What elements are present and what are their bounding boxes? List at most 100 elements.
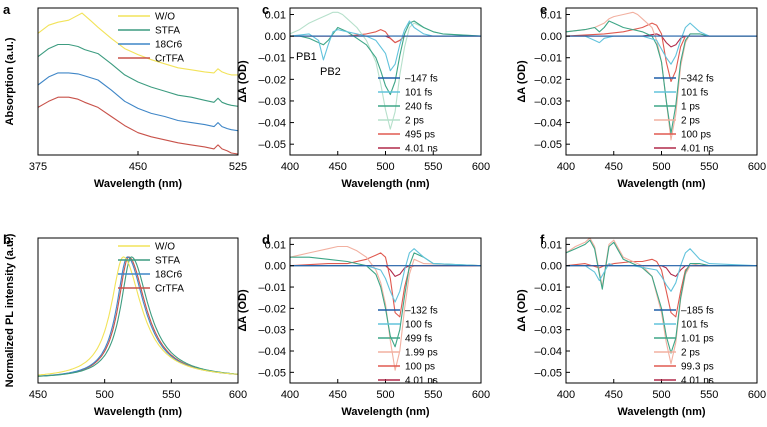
y-tick-label: –0.03 (258, 96, 286, 108)
x-tick-label: 450 (329, 161, 347, 173)
y-tick-label: –0.04 (258, 346, 286, 358)
legend-entry: –185 fs (681, 306, 714, 317)
legend-entry: 100 ps (681, 130, 711, 141)
y-tick-label: –0.01 (258, 53, 286, 65)
x-tick-label: 400 (557, 161, 575, 173)
series-line-d-3 (290, 245, 481, 371)
panel-label: b (3, 232, 11, 247)
series-line-e-3 (566, 11, 757, 141)
legend-entry: –342 fs (681, 74, 714, 85)
y-tick-label: –0.03 (534, 325, 562, 337)
y-tick-label: –0.04 (534, 118, 562, 130)
series-group (290, 245, 481, 371)
x-tick-label: 500 (376, 161, 394, 173)
x-tick-label: 600 (472, 161, 490, 173)
legend: –132 fs 100 fs 499 fs 1.99 ps 100 ps 4.01 ns (378, 306, 438, 387)
y-tick-label: –0.01 (534, 282, 562, 294)
series-group (566, 238, 757, 365)
legend-entry: W/O (155, 12, 175, 23)
legend-entry: 1.01 ps (681, 334, 714, 345)
y-tick-label: –0.03 (534, 96, 562, 108)
y-tick-label: –0.02 (534, 303, 562, 315)
y-tick-label: –0.05 (258, 367, 286, 379)
plot-frame (565, 7, 758, 156)
legend-entry: 99.3 ps (681, 362, 714, 373)
panel-f: 400 450 500 550 600 0.01 0.00 –0.01 –0.02 –0.03 –0… (516, 232, 766, 418)
y-tick-label: 0.01 (265, 239, 286, 251)
y-tick-label: –0.02 (258, 303, 286, 315)
y-tick-label: 0.00 (541, 261, 562, 273)
legend-entry: 100 ps (405, 362, 435, 373)
legend-entry: 4.01 ns (405, 144, 438, 155)
x-tick-label: 450 (129, 161, 147, 173)
series-line-c-1 (290, 20, 481, 72)
y-tick-label: –0.01 (534, 53, 562, 65)
x-tick-label: 500 (376, 389, 394, 401)
legend-entry: STFA (155, 256, 180, 267)
x-axis-label: Wavelength (nm) (617, 178, 706, 190)
legend-entry: 2 ps (405, 116, 424, 127)
x-axis-label: Wavelength (nm) (617, 406, 706, 418)
legend-entry: 4.01 ns (405, 376, 438, 387)
legend-entry: 1.99 ps (405, 348, 438, 359)
legend: –147 fs 101 fs 240 fs 2 ps 495 ps 4.01 ns (378, 74, 438, 155)
y-axis-label: ΔA (OD) (516, 60, 528, 103)
y-tick-label: 0.01 (541, 9, 562, 21)
y-tick-label: –0.04 (258, 118, 286, 130)
x-tick-label: 500 (652, 161, 670, 173)
y-tick-label: 0.00 (541, 31, 562, 43)
panel-label: c (262, 2, 269, 17)
x-tick-label: 525 (229, 161, 247, 173)
series-line-f-1 (566, 248, 757, 292)
legend-entry: CrTFA (155, 284, 184, 295)
y-tick-label: –0.05 (534, 367, 562, 379)
panel-d: 400 450 500 550 600 0.01 0.00 –0.01 –0.02 –0.03 –0… (237, 232, 490, 418)
legend: W/O STFA 18Cr6 CrTFA (118, 242, 184, 295)
panel-c: 400 450 500 550 600 0.01 0.00 –0.01 –0.02 –0.03 –0… (237, 2, 490, 190)
x-tick-label: 450 (605, 389, 623, 401)
series-line-e-4 (566, 22, 757, 83)
series-line-f-2 (566, 239, 757, 354)
x-tick-label: 600 (229, 389, 247, 401)
panel-a: 375 450 525 Wavelength (nm) Absorption (a.u.… (3, 2, 247, 190)
legend-entry: 4.01 ns (681, 376, 714, 387)
y-tick-label: –0.02 (534, 74, 562, 86)
panel-label: f (540, 232, 545, 247)
series-line-f-3 (566, 238, 757, 365)
panel-label: a (3, 2, 11, 17)
x-axis-label: Wavelength (nm) (94, 178, 183, 190)
series-line-b-0 (38, 256, 238, 376)
legend: –342 fs 101 fs 1 ps 2 ps 100 ps 4.01 ns (654, 74, 714, 155)
x-tick-label: 600 (748, 389, 766, 401)
legend: –185 fs 101 fs 1.01 ps 2 ps 99.3 ps 4.01 ns (654, 306, 714, 387)
plot-frame (289, 7, 482, 156)
y-axis-label: Normalized PL intensity (a.u.) (4, 233, 16, 387)
legend-entry: 101 fs (681, 88, 708, 99)
legend-entry: 240 fs (405, 102, 432, 113)
y-tick-label: 0.01 (265, 9, 286, 21)
x-axis-label: Wavelength (nm) (94, 406, 183, 418)
series-line-c-3 (290, 11, 481, 130)
y-tick-label: –0.02 (258, 74, 286, 86)
annotation-pb1: PB1 (296, 51, 317, 63)
legend-entry: STFA (155, 26, 180, 37)
legend-entry: 2 ps (681, 116, 700, 127)
y-tick-label: –0.04 (534, 346, 562, 358)
legend-entry: 499 fs (405, 334, 432, 345)
y-tick-label: –0.03 (258, 325, 286, 337)
x-tick-label: 400 (281, 161, 299, 173)
legend-entry: –147 fs (405, 74, 438, 85)
series-line-d-4 (290, 252, 481, 318)
legend-entry: 2 ps (681, 348, 700, 359)
y-axis-label: ΔA (OD) (237, 289, 249, 332)
series-line-a-3 (38, 96, 238, 155)
plot-frame (37, 237, 239, 384)
legend-entry: 18Cr6 (155, 270, 183, 281)
series-line-d-2 (290, 252, 481, 348)
series-group (38, 256, 238, 377)
x-tick-label: 400 (281, 389, 299, 401)
x-tick-label: 375 (29, 161, 47, 173)
series-line-a-1 (38, 43, 238, 107)
y-tick-label: –0.05 (258, 139, 286, 151)
y-tick-label: 0.00 (265, 31, 286, 43)
